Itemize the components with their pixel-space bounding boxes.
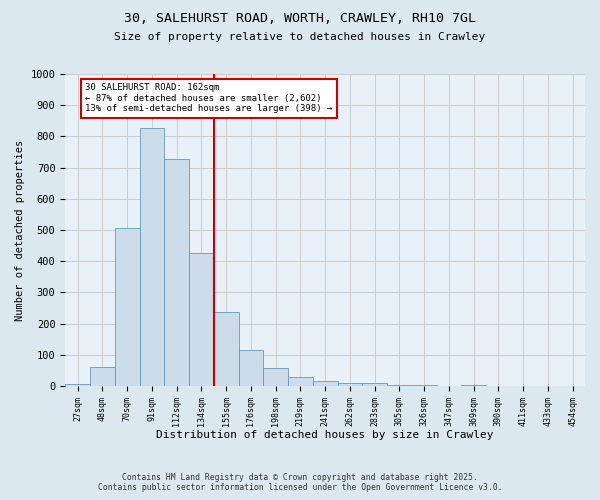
Bar (214, 312, 239, 386)
Bar (461, 384, 486, 386)
Y-axis label: Number of detached properties: Number of detached properties (15, 140, 25, 320)
Bar (338, 383, 362, 386)
Bar (65, 384, 90, 386)
Text: Size of property relative to detached houses in Crawley: Size of property relative to detached ho… (115, 32, 485, 42)
Text: 30, SALEHURST ROAD, WORTH, CRAWLEY, RH10 7GL: 30, SALEHURST ROAD, WORTH, CRAWLEY, RH10… (124, 12, 476, 26)
Bar (189, 252, 214, 386)
Bar (288, 376, 313, 386)
Bar (387, 384, 412, 386)
Bar (263, 368, 288, 386)
Bar (239, 350, 263, 386)
Bar (313, 382, 338, 386)
Bar (412, 385, 437, 386)
Bar (115, 228, 140, 386)
Bar (140, 128, 164, 386)
Text: Contains HM Land Registry data © Crown copyright and database right 2025.
Contai: Contains HM Land Registry data © Crown c… (98, 473, 502, 492)
Bar (362, 384, 387, 386)
X-axis label: Distribution of detached houses by size in Crawley: Distribution of detached houses by size … (157, 430, 494, 440)
Bar (90, 368, 115, 386)
Text: 30 SALEHURST ROAD: 162sqm
← 87% of detached houses are smaller (2,602)
13% of se: 30 SALEHURST ROAD: 162sqm ← 87% of detac… (85, 84, 332, 113)
Bar (164, 159, 189, 386)
